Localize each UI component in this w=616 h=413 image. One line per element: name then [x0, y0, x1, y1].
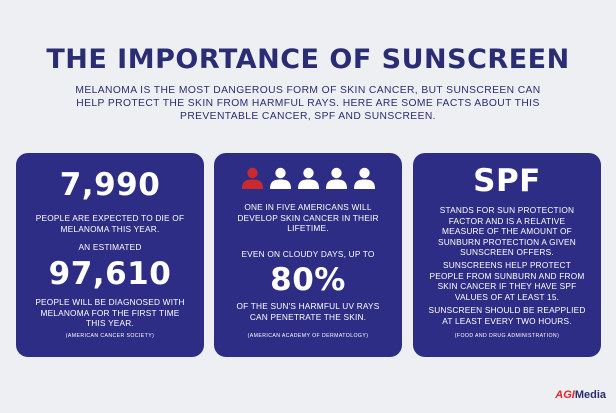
deaths-text: PEOPLE ARE EXPECTED TO DIE OF MELANOMA T… [35, 213, 185, 234]
skin-cancer-card: ONE IN FIVE AMERICANS WILL DEVELOP SKIN … [214, 153, 402, 357]
diagnosed-stat: 97,610 [48, 256, 172, 292]
logo-name: Media [574, 389, 606, 401]
reapply-text: SUNSCREEN SHOULD BE REAPPLIED AT LEAST E… [428, 305, 586, 326]
source-acs: (AMERICAN CANCER SOCIETY) [65, 333, 155, 339]
person-icon [269, 167, 291, 189]
spf-definition: STANDS FOR SUN PROTECTION FACTOR AND IS … [438, 205, 576, 257]
source-aad: (AMERICAN ACADEMY OF DERMATOLOGY) [247, 333, 369, 339]
logo-mark: AGI [555, 389, 575, 401]
person-highlighted-icon [241, 167, 263, 189]
uv-percent-stat: 80% [270, 262, 346, 298]
page-title: THE IMPORTANCE OF SUNSCREEN [46, 44, 570, 75]
spf-protection-text: SUNSCREENS HELP PROTECT PEOPLE FROM SUNB… [429, 260, 585, 302]
cloudy-days-text: EVEN ON CLOUDY DAYS, UP TO [241, 249, 375, 259]
spf-card: SPF STANDS FOR SUN PROTECTION FACTOR AND… [413, 153, 601, 357]
person-icon [325, 167, 347, 189]
uv-text: OF THE SUN'S HARMFUL UV RAYS CAN PENETRA… [236, 301, 380, 322]
deaths-stat: 7,990 [59, 167, 161, 203]
one-in-five-text: ONE IN FIVE AMERICANS WILL DEVELOP SKIN … [237, 202, 379, 233]
diagnosed-text: PEOPLE WILL BE DIAGNOSED WITH MELANOMA F… [35, 297, 185, 328]
spf-title: SPF [473, 163, 541, 199]
melanoma-stats-card: 7,990 PEOPLE ARE EXPECTED TO DIE OF MELA… [16, 153, 204, 357]
people-icons [214, 167, 402, 189]
source-fda: (FOOD AND DRUG ADMINISTRATION) [454, 333, 560, 339]
agi-media-logo: AGIMedia [555, 389, 606, 401]
person-icon [353, 167, 375, 189]
estimated-label: AN ESTIMATED [78, 242, 142, 252]
person-icon [297, 167, 319, 189]
intro-text: MELANOMA IS THE MOST DANGEROUS FORM OF S… [75, 85, 541, 122]
